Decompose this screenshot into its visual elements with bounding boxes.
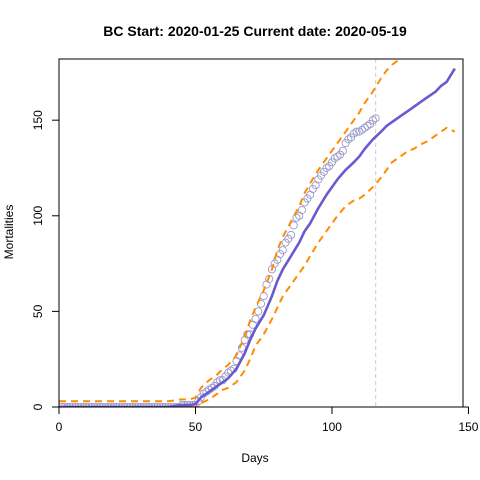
observed-point — [292, 213, 301, 222]
x-tick-label: 0 — [56, 420, 63, 434]
x-axis-label: Days — [241, 451, 268, 465]
y-tick-label: 100 — [31, 205, 45, 225]
observed-point — [322, 163, 331, 173]
observed-point — [259, 292, 268, 301]
fit-line — [59, 67, 456, 407]
observed-point — [333, 152, 342, 161]
chart-title: BC Start: 2020-01-25 Current date: 2020-… — [103, 23, 407, 39]
x-tick-label: 100 — [322, 420, 342, 434]
observed-point — [355, 127, 364, 136]
observed-point — [330, 154, 339, 163]
x-tick-label: 150 — [458, 420, 478, 434]
plot-area — [59, 59, 456, 407]
plot-frame — [58, 58, 464, 408]
x-axis: 0 50 100 150 — [56, 406, 479, 434]
y-axis-label: Mortalities — [2, 205, 16, 260]
y-tick-label: 150 — [31, 110, 45, 130]
observed-points — [59, 114, 380, 407]
observed-point — [357, 125, 367, 134]
observed-point — [278, 246, 287, 255]
observed-point — [363, 121, 372, 130]
observed-point — [286, 230, 296, 239]
y-tick-label: 0 — [31, 403, 45, 410]
observed-point — [338, 146, 347, 155]
observed-point — [349, 129, 358, 138]
observed-point — [251, 314, 260, 324]
upper-interval-line — [59, 59, 402, 403]
observed-point — [360, 123, 369, 132]
observed-point — [352, 127, 361, 136]
observed-point — [368, 116, 377, 125]
observed-point — [344, 135, 353, 144]
observed-point — [243, 330, 252, 339]
x-tick-label: 50 — [189, 420, 203, 434]
y-tick-label: 50 — [31, 304, 45, 318]
observed-point — [297, 206, 306, 215]
y-axis: 0 50 100 150 — [31, 110, 59, 410]
observed-point — [371, 114, 380, 123]
observed-point — [289, 221, 298, 230]
lower-interval-line — [59, 126, 456, 407]
